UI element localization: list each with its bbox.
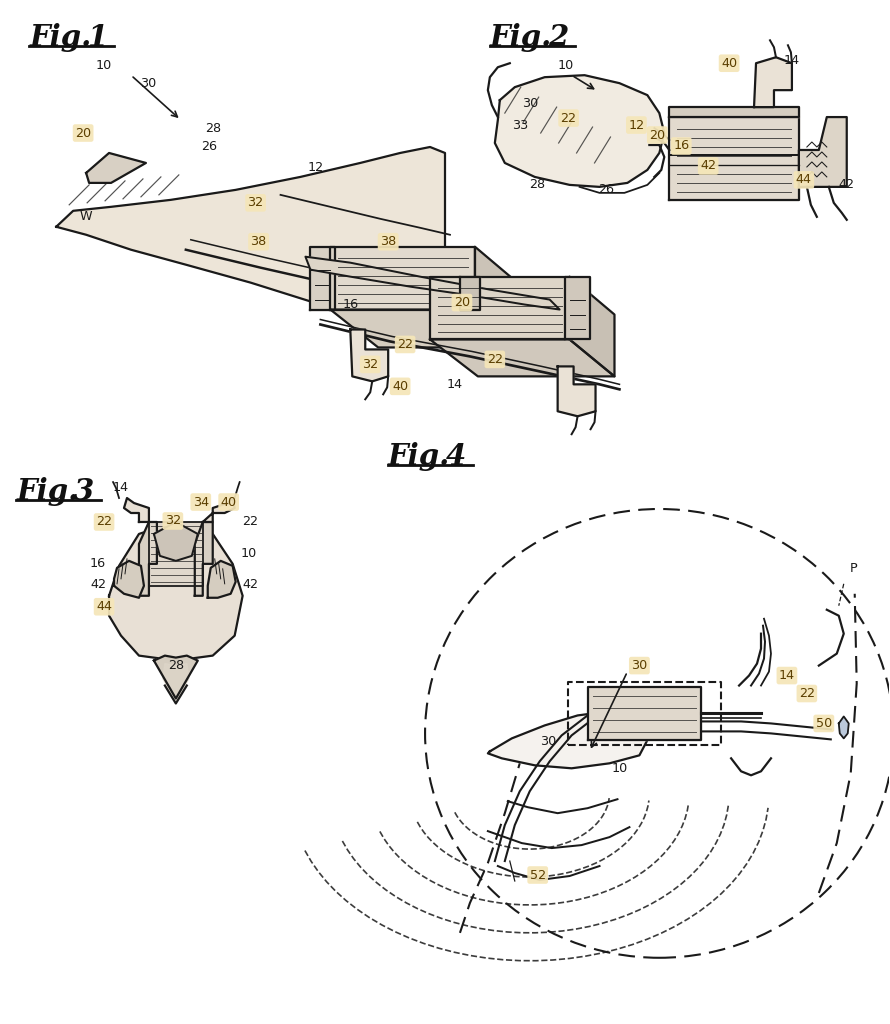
Text: 30: 30: [539, 735, 555, 748]
Text: 42: 42: [90, 579, 106, 591]
Text: 12: 12: [628, 119, 644, 131]
Polygon shape: [669, 117, 799, 200]
Text: 2: 2: [547, 24, 568, 52]
Polygon shape: [86, 153, 146, 183]
Text: 12: 12: [307, 162, 323, 174]
Text: 30: 30: [522, 96, 538, 110]
Text: 16: 16: [90, 557, 106, 570]
Polygon shape: [838, 717, 849, 738]
Text: 10: 10: [240, 548, 256, 560]
Text: 40: 40: [221, 496, 237, 509]
Text: 42: 42: [838, 178, 854, 191]
Text: 33: 33: [512, 119, 528, 131]
Text: Fig.: Fig.: [388, 442, 450, 471]
Text: 52: 52: [530, 868, 546, 882]
Text: 22: 22: [799, 687, 815, 700]
Text: 28: 28: [205, 122, 221, 134]
Polygon shape: [149, 522, 203, 586]
Text: 32: 32: [165, 514, 181, 527]
Polygon shape: [754, 57, 792, 108]
Polygon shape: [330, 247, 475, 309]
Polygon shape: [114, 561, 144, 598]
Polygon shape: [669, 108, 799, 117]
Text: 10: 10: [96, 58, 112, 72]
Text: 44: 44: [796, 173, 812, 186]
Text: 28: 28: [168, 659, 184, 672]
Polygon shape: [488, 712, 650, 768]
Text: 28: 28: [529, 178, 545, 191]
Text: 10: 10: [611, 762, 627, 775]
Text: 20: 20: [454, 296, 470, 309]
Text: 40: 40: [721, 56, 737, 70]
Text: 20: 20: [75, 127, 91, 139]
Polygon shape: [475, 247, 520, 347]
Text: 44: 44: [96, 600, 112, 613]
Text: 34: 34: [193, 496, 209, 509]
Text: 40: 40: [392, 380, 409, 393]
Polygon shape: [109, 522, 243, 660]
Text: 22: 22: [487, 353, 503, 366]
Polygon shape: [124, 498, 149, 522]
Text: 16: 16: [673, 139, 690, 153]
Text: 32: 32: [247, 197, 263, 209]
Polygon shape: [558, 367, 595, 417]
Text: 38: 38: [380, 236, 396, 248]
Text: 16: 16: [343, 298, 359, 311]
Text: 22: 22: [96, 515, 112, 528]
Polygon shape: [351, 330, 388, 381]
Text: 42: 42: [700, 160, 716, 172]
Polygon shape: [305, 257, 560, 309]
Polygon shape: [203, 498, 235, 522]
Text: 30: 30: [140, 77, 156, 90]
Polygon shape: [570, 276, 614, 377]
Text: 22: 22: [397, 338, 413, 351]
Text: W: W: [80, 210, 93, 223]
Text: 14: 14: [779, 669, 795, 682]
Text: 14: 14: [784, 53, 800, 67]
Text: 14: 14: [113, 480, 129, 494]
Text: 30: 30: [631, 659, 648, 672]
Polygon shape: [587, 686, 701, 740]
Polygon shape: [430, 276, 570, 340]
Text: 1: 1: [87, 24, 108, 52]
Text: 26: 26: [598, 183, 614, 197]
Polygon shape: [207, 561, 236, 598]
Polygon shape: [154, 522, 198, 561]
Text: 32: 32: [362, 358, 378, 371]
Polygon shape: [430, 340, 614, 377]
Text: Fig.: Fig.: [16, 477, 78, 506]
Text: Fig.: Fig.: [490, 24, 552, 52]
Text: 50: 50: [816, 717, 832, 730]
Polygon shape: [330, 309, 520, 347]
Text: 26: 26: [201, 140, 217, 154]
Text: 22: 22: [561, 112, 577, 125]
Text: 3: 3: [74, 477, 94, 506]
Text: 10: 10: [557, 58, 574, 72]
Text: P: P: [850, 562, 858, 575]
Text: 14: 14: [447, 378, 463, 391]
Text: 38: 38: [250, 236, 267, 248]
Polygon shape: [799, 117, 846, 187]
Polygon shape: [495, 75, 664, 187]
Text: 42: 42: [243, 579, 259, 591]
Text: 20: 20: [650, 129, 666, 141]
Text: Fig.: Fig.: [29, 24, 92, 52]
Text: 4: 4: [446, 442, 466, 471]
Polygon shape: [154, 655, 198, 698]
Polygon shape: [311, 247, 336, 309]
Polygon shape: [564, 276, 589, 340]
Polygon shape: [460, 276, 480, 309]
Polygon shape: [163, 664, 189, 701]
Polygon shape: [139, 522, 157, 596]
Polygon shape: [56, 147, 445, 340]
Text: 22: 22: [243, 515, 259, 528]
Polygon shape: [195, 522, 213, 596]
